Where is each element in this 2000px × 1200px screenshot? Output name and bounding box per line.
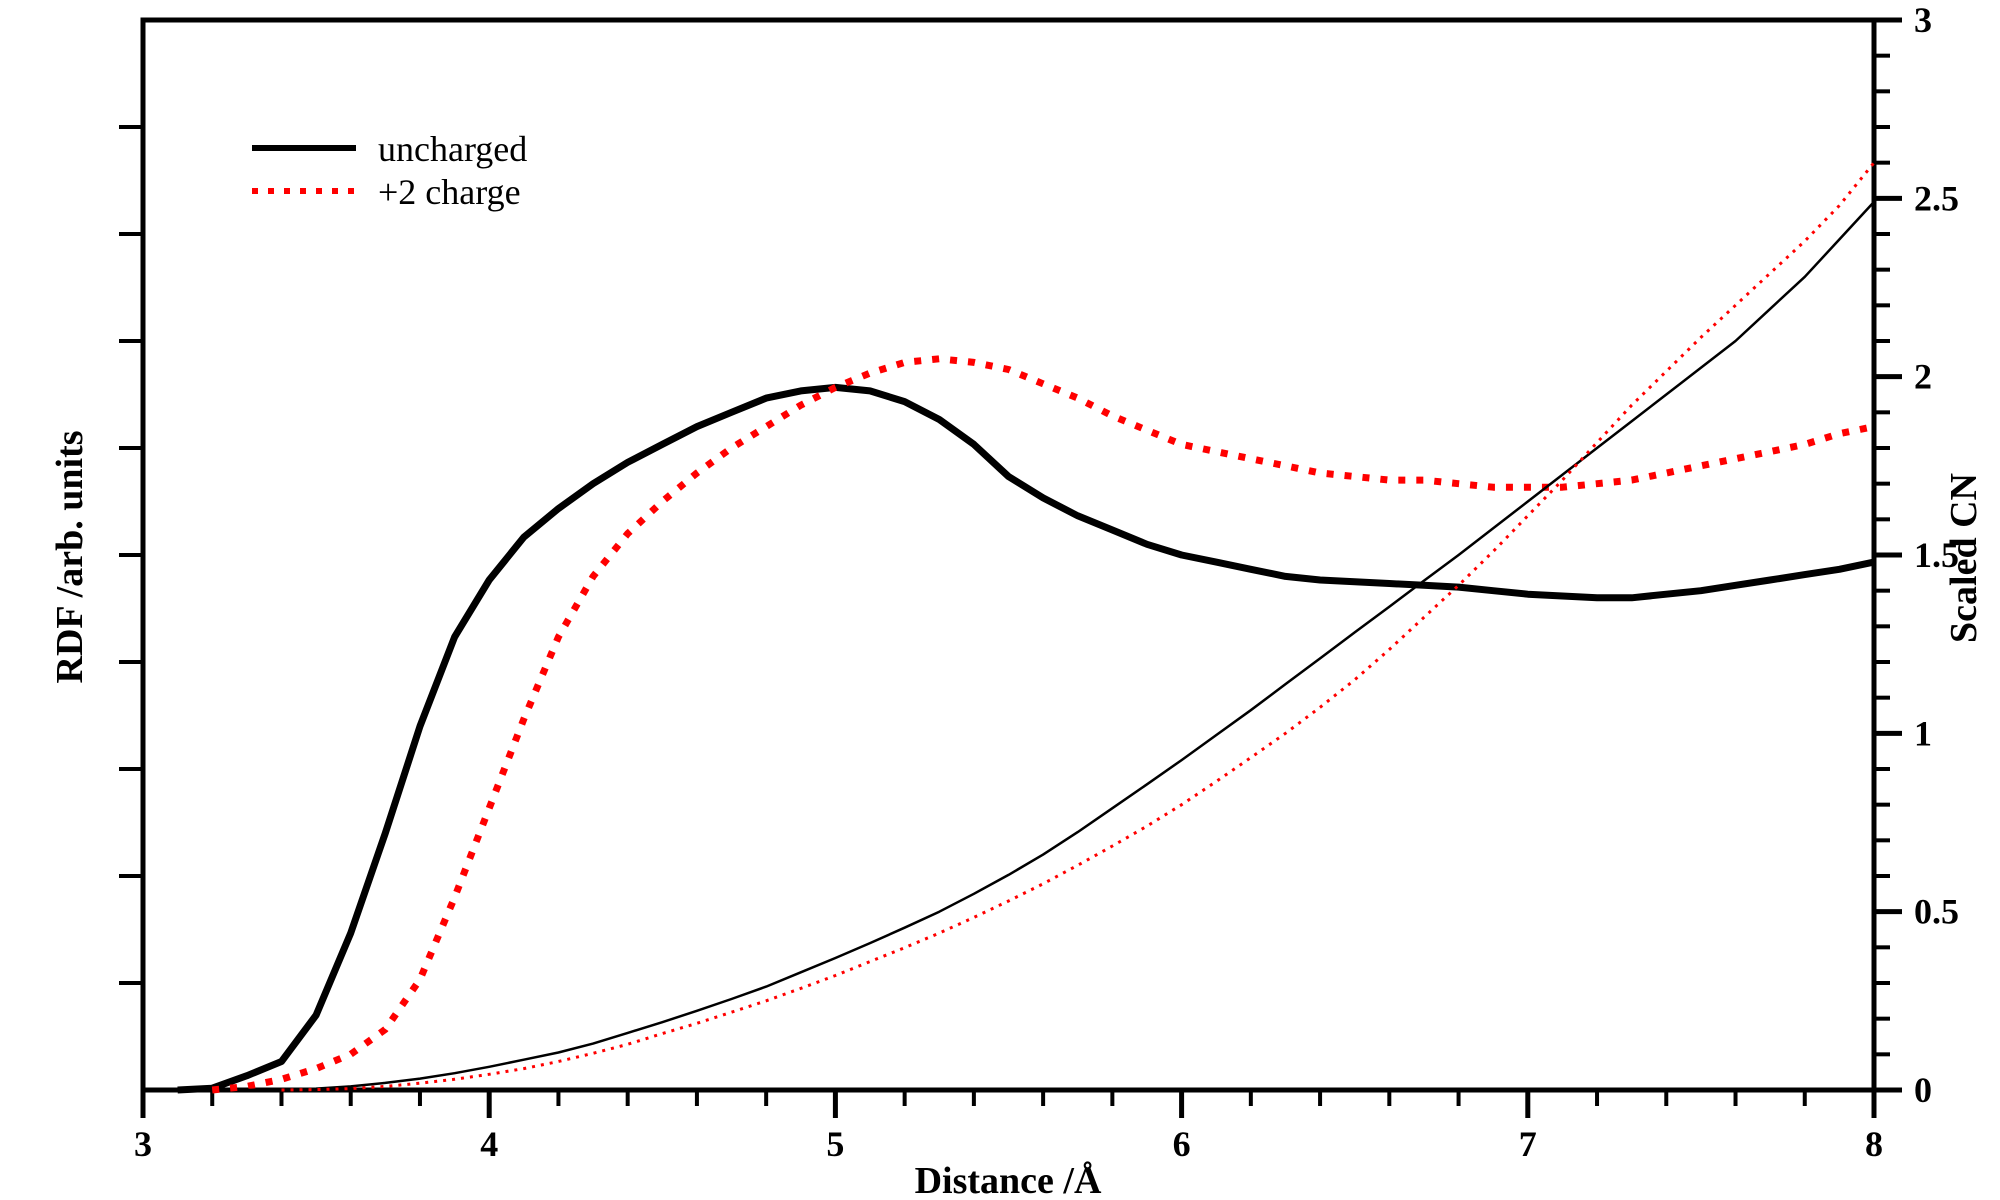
left-y-axis-title: RDF /arb. units (49, 430, 91, 683)
x-tick-label: 5 (826, 1124, 844, 1164)
x-tick-label: 8 (1865, 1124, 1883, 1164)
series-uncharged-rdf (177, 383, 1875, 1094)
right-y-tick-label: 1.5 (1914, 535, 1959, 575)
series-+2-charge-scaled-cn (281, 161, 1876, 1092)
right-y-tick-label: 1 (1914, 713, 1932, 753)
legend: uncharged +2 charge (252, 129, 527, 212)
right-y-axis-title: Scaled CN (1943, 473, 1985, 643)
x-tick-label: 4 (480, 1124, 498, 1164)
axis-ticks (119, 17, 1902, 1118)
right-y-tick-label: 2 (1914, 357, 1932, 397)
right-y-tick-label: 0 (1914, 1070, 1932, 1110)
axis-tick-labels: 3 4 5 6 7 80 0.5 1 1.5 2 2.5 3 (134, 0, 1959, 1164)
series-uncharged-scaled-cn (246, 201, 1875, 1092)
x-axis-title: Distance /Å (915, 1160, 1102, 1200)
data-series (177, 161, 1876, 1094)
right-y-tick-label: 0.5 (1914, 892, 1959, 932)
x-tick-label: 6 (1173, 1124, 1191, 1164)
x-tick-label: 3 (134, 1124, 152, 1164)
right-y-tick-label: 3 (1914, 0, 1932, 40)
x-tick-label: 7 (1519, 1124, 1537, 1164)
legend-label-charged: +2 charge (378, 172, 521, 212)
right-y-tick-label: 2.5 (1914, 178, 1959, 218)
series-+2-charge-rdf (211, 355, 1875, 1094)
legend-label-uncharged: uncharged (378, 129, 527, 169)
